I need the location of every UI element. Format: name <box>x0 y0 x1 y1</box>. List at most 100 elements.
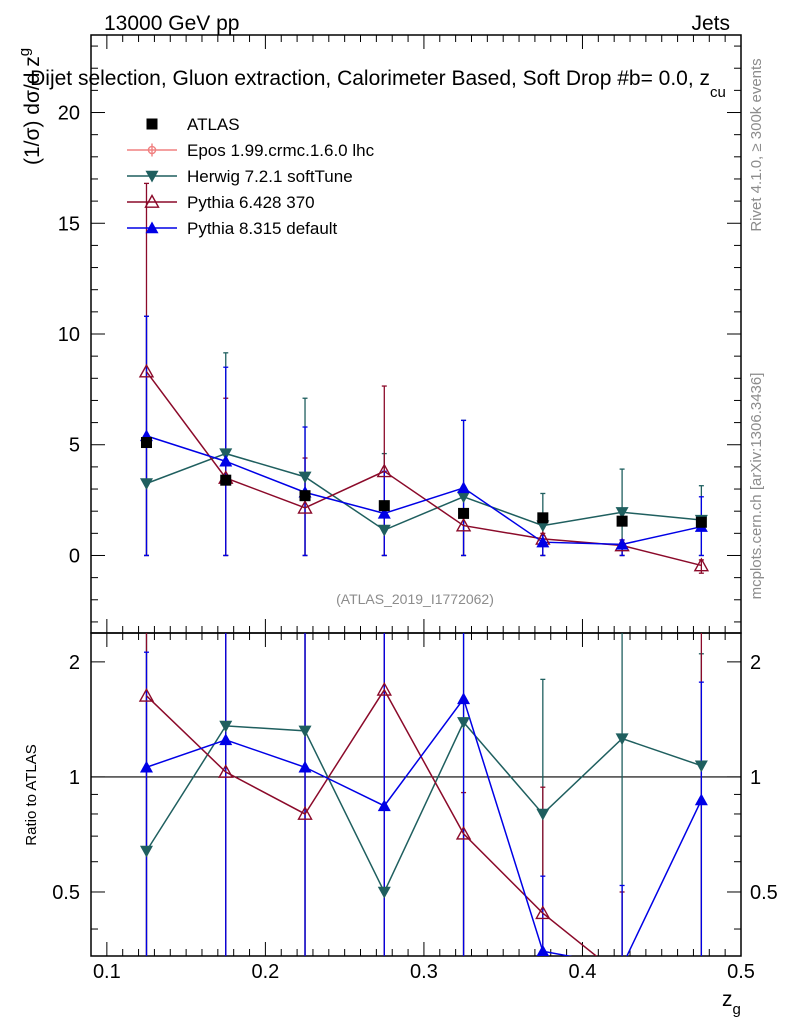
data-point-Herwig <box>615 733 629 746</box>
data-point-ATLAS <box>140 437 152 449</box>
x-axis-label-main: z <box>722 988 733 1011</box>
data-point-Pythia6 <box>455 517 472 532</box>
data-point-ATLAS <box>378 500 390 512</box>
y-tick-label-left: 1 <box>69 767 80 789</box>
data-point-Pythia8 <box>457 481 471 494</box>
y-tick-label: 0 <box>69 545 80 567</box>
y-tick-label: 10 <box>58 324 80 346</box>
y-tick-label: 20 <box>58 103 80 125</box>
mcplots-label: mcplots.cern.ch [arXiv:1306.3436] <box>748 373 765 600</box>
data-point-Pythia6 <box>376 463 392 478</box>
data-point-Herwig <box>377 886 391 899</box>
series-line-Pythia8 <box>146 435 702 546</box>
x-tick-label: 0.3 <box>410 961 438 983</box>
data-point-ATLAS <box>537 512 549 524</box>
data-point-Herwig <box>219 720 233 733</box>
data-point-Pythia8 <box>536 535 550 548</box>
data-point-Herwig <box>457 491 471 504</box>
series-line-Pythia6 <box>145 688 598 956</box>
data-point-Pythia8 <box>298 760 312 773</box>
ratio-frame <box>90 632 742 957</box>
data-point-ATLAS <box>299 490 311 502</box>
header-left: 13000 GeV pp <box>104 12 239 35</box>
series-line-Herwig <box>146 452 702 531</box>
x-axis-label: zg <box>722 988 741 1018</box>
data-point-Herwig <box>457 717 471 729</box>
main-ylabel-text: (1/σ) dσ/d zg <box>16 48 44 165</box>
y-tick-label-left: 2 <box>69 652 80 674</box>
data-point-Pythia6 <box>218 764 234 778</box>
y-tick-label-right: 1 <box>750 767 761 789</box>
y-tick-label-right: 2 <box>750 652 761 674</box>
ratio-ylabel: Ratio to ATLAS <box>23 744 40 845</box>
ratio-markers <box>138 681 708 1022</box>
x-tick-label: 0.4 <box>569 961 597 983</box>
main-y-axis-label: (1/σ) dσ/d zg <box>16 48 44 165</box>
data-point-Pythia8 <box>219 733 233 746</box>
data-point-Herwig <box>298 725 312 738</box>
legend-label: Pythia 8.315 default <box>187 219 338 238</box>
y-tick-label-right: 0.5 <box>750 882 778 904</box>
data-point-Pythia8 <box>457 692 471 705</box>
data-point-Pythia6 <box>297 499 313 514</box>
data-point-Pythia6 <box>376 681 392 696</box>
main-markers <box>138 363 710 572</box>
data-point-Pythia6 <box>138 363 155 378</box>
series-line-Pythia8 <box>146 697 703 956</box>
rivet-label: Rivet 4.1.0, ≥ 300k events <box>748 58 765 231</box>
legend-label: Pythia 6.428 370 <box>187 193 315 212</box>
main-panel: 0 5 10 15 20 (ATLAS_2019_I1772062) (1/σ) dσ/… <box>16 34 742 634</box>
main-ylabel-main: (1/σ) dσ/d z <box>21 56 44 165</box>
data-point-Herwig <box>377 524 391 537</box>
data-point-Pythia6 <box>616 970 629 982</box>
legend-marker <box>145 221 159 234</box>
data-point-Pythia6 <box>455 825 472 840</box>
data-point-Herwig <box>298 471 312 484</box>
data-point-Herwig <box>536 808 550 821</box>
legend-label: Herwig 7.2.1 softTune <box>187 167 353 186</box>
y-tick-label-left: 0.5 <box>52 882 80 904</box>
data-point-Pythia6 <box>695 1010 708 1022</box>
legend-marker <box>145 170 159 183</box>
plot-title-sub: cu <box>710 84 726 101</box>
data-point-Pythia8 <box>615 537 629 550</box>
legend: ATLAS Epos 1.99.crmc.1.6.0 lhc Herwig 7.2.… <box>127 115 375 238</box>
legend-label: Epos 1.99.crmc.1.6.0 lhc <box>187 141 375 160</box>
data-point-Pythia8 <box>139 760 153 773</box>
main-ylabel-sub: g <box>16 48 33 56</box>
data-point-Pythia6 <box>535 905 551 920</box>
main-series-lines <box>145 371 702 567</box>
legend-marker <box>144 194 160 208</box>
ratio-panel: 0.1 0.2 0.3 0.4 0.5 0.5 0.5 1 1 2 2 Ratio to ATLAS <box>23 632 778 1022</box>
data-point-Pythia8 <box>694 793 708 806</box>
header-right: Jets <box>691 12 730 35</box>
data-point-Herwig <box>139 845 153 858</box>
analysis-id: (ATLAS_2019_I1772062) <box>336 591 494 607</box>
x-tick-label: 0.2 <box>251 961 279 983</box>
ratio-ticks: 0.1 0.2 0.3 0.4 0.5 0.5 0.5 1 1 2 2 <box>52 633 778 983</box>
plot-title-main: Dijet selection, Gluon extraction, Calor… <box>30 67 710 90</box>
data-point-ATLAS <box>220 474 232 486</box>
data-point-Pythia8 <box>377 799 391 812</box>
data-point-Pythia8 <box>536 944 550 956</box>
plot-title: Dijet selection, Gluon extraction, Calor… <box>30 67 726 101</box>
data-point-Pythia8 <box>616 960 629 972</box>
legend-marker <box>146 118 158 130</box>
data-point-Pythia8 <box>377 506 391 519</box>
data-point-Pythia6 <box>297 806 313 820</box>
x-axis-label-sub: g <box>733 1001 741 1018</box>
series-line-Pythia6 <box>145 371 702 567</box>
y-tick-label: 15 <box>58 213 80 235</box>
data-point-Herwig <box>615 507 629 519</box>
data-point-Herwig <box>694 760 708 773</box>
series-line-Herwig <box>145 720 702 894</box>
data-point-Pythia6 <box>693 557 710 572</box>
y-tick-label: 5 <box>69 435 80 457</box>
main-ticks: 0 5 10 15 20 <box>58 35 742 633</box>
ratio-series-lines <box>145 688 703 956</box>
data-point-ATLAS <box>616 515 628 527</box>
x-tick-label: 0.1 <box>93 961 121 983</box>
x-tick-label: 0.5 <box>727 961 755 983</box>
data-point-Pythia6 <box>138 687 155 702</box>
